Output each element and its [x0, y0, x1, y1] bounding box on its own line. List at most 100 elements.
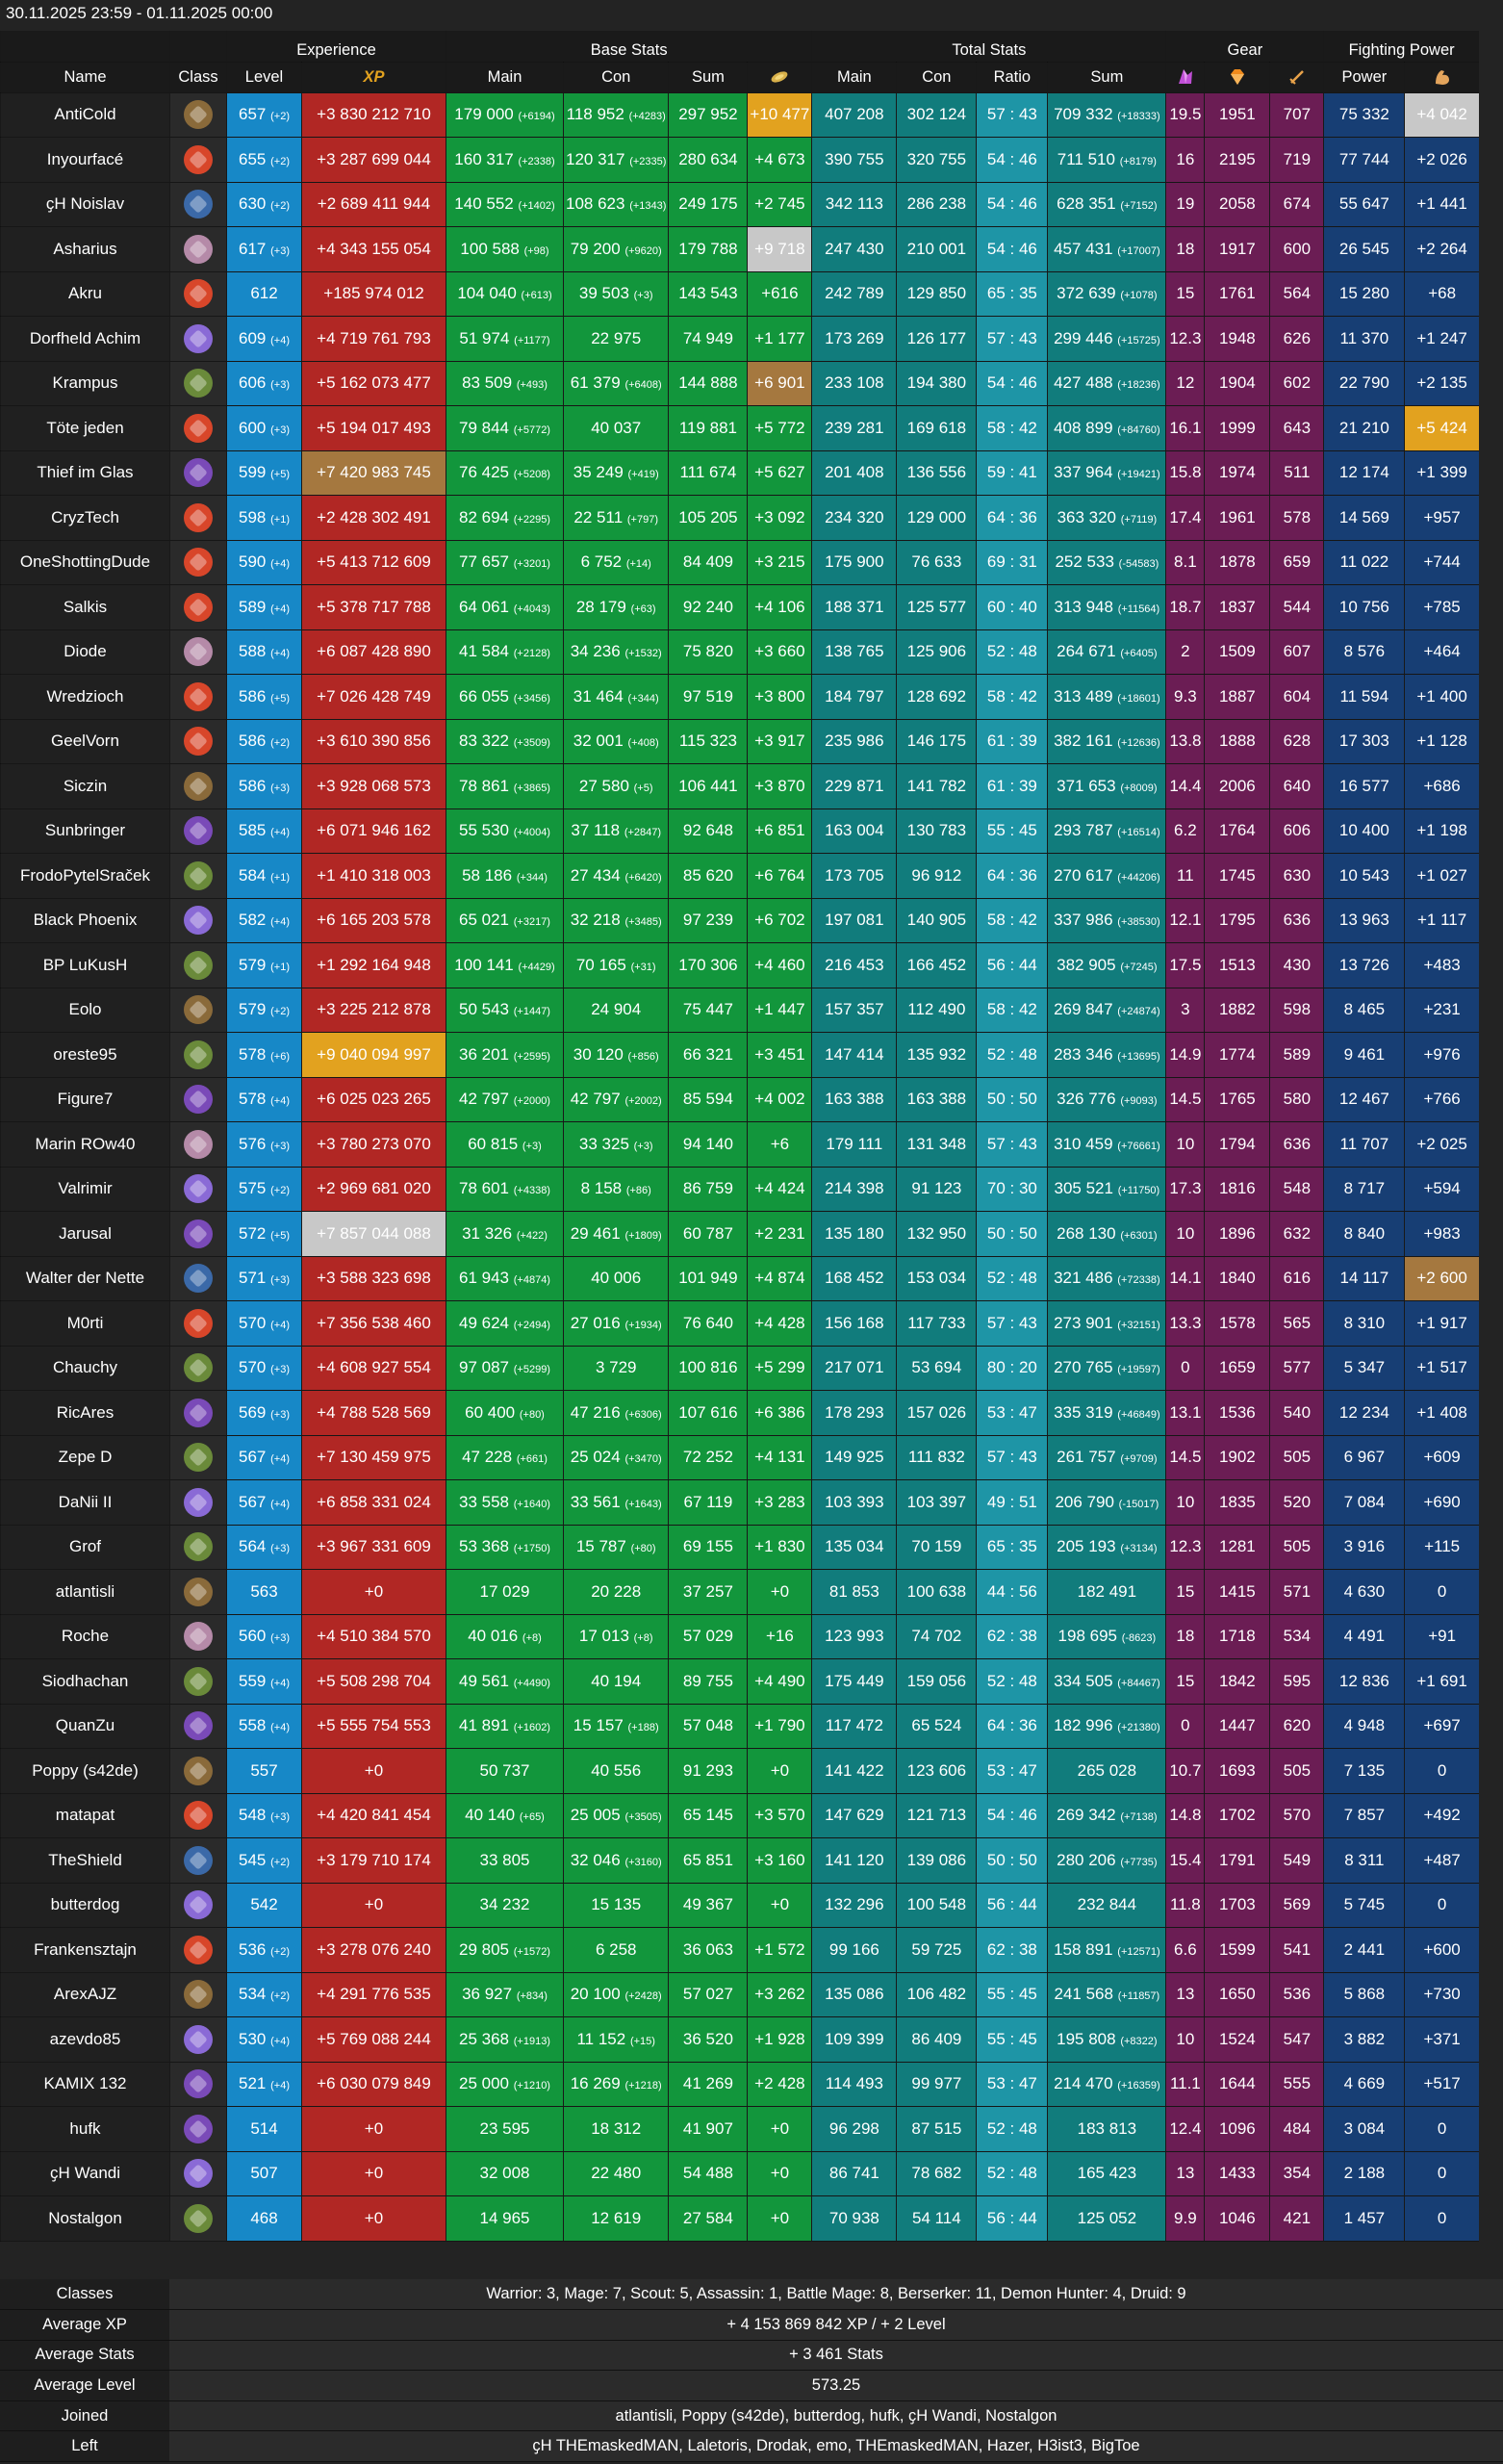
gear-sword-cell: 505 — [1269, 1435, 1324, 1480]
table-row[interactable]: Chauchy 570 (+3) +4 608 927 554 97 087 (+52… — [0, 1346, 1479, 1391]
gear-gem-cell-value: 1791 — [1218, 1850, 1256, 1869]
table-row[interactable]: DaNii II 567 (+4) +6 858 331 024 33 558 (+1… — [0, 1479, 1479, 1526]
header-level[interactable]: Level — [226, 62, 302, 93]
table-row[interactable]: KAMIX 132 521 (+4) +6 030 079 849 25 000 (+… — [0, 2062, 1479, 2107]
base-con-cell-value: 32 001 — [573, 732, 624, 751]
header-total-main[interactable]: Main — [811, 62, 897, 93]
header-name[interactable]: Name — [0, 62, 170, 93]
table-row[interactable]: Diode 588 (+4) +6 087 428 890 41 584 (+2128… — [0, 629, 1479, 675]
header-power[interactable]: Power — [1323, 62, 1405, 93]
table-row[interactable]: Grof 564 (+3) +3 967 331 609 53 368 (+1750)… — [0, 1525, 1479, 1570]
table-row[interactable]: matapat 548 (+3) +4 420 841 454 40 140 (+65… — [0, 1793, 1479, 1838]
table-row[interactable]: Figure7 578 (+4) +6 025 023 265 42 797 (+20… — [0, 1077, 1479, 1122]
level-cell: 586 (+5) — [226, 674, 302, 720]
total-sum-cell: 299 446 (+15725) — [1047, 316, 1166, 362]
table-row[interactable]: Marin ROw40 576 (+3) +3 780 273 070 60 815 … — [0, 1121, 1479, 1168]
table-row[interactable]: Zepe D 567 (+4) +7 130 459 975 47 228 (+661… — [0, 1435, 1479, 1480]
level-cell: 521 (+4) — [226, 2062, 302, 2107]
table-row[interactable]: Walter der Nette 571 (+3) +3 588 323 698 61… — [0, 1256, 1479, 1301]
table-row[interactable]: AntiCold 657 (+2) +3 830 212 710 179 000 (+… — [0, 92, 1479, 138]
table-row[interactable]: oreste95 578 (+6) +9 040 094 997 36 201 (+2… — [0, 1032, 1479, 1078]
table-row[interactable]: Black Phoenix 582 (+4) +6 165 203 578 65 02… — [0, 898, 1479, 943]
table-row[interactable]: Wredzioch 586 (+5) +7 026 428 749 66 055 (+… — [0, 674, 1479, 720]
table-row[interactable]: Roche 560 (+3) +4 510 384 570 40 016 (+8) 17… — [0, 1614, 1479, 1659]
total-main-cell: 147 414 — [811, 1032, 897, 1078]
table-row[interactable]: Akru 612 +185 974 012 104 040 (+613) 39 503… — [0, 271, 1479, 317]
table-row[interactable]: Dorfheld Achim 609 (+4) +4 719 761 793 51 9… — [0, 316, 1479, 362]
table-row[interactable]: Inyourfacé 655 (+2) +3 287 699 044 160 317 … — [0, 137, 1479, 183]
total-main-cell: 247 430 — [811, 226, 897, 272]
table-row[interactable]: Siczin 586 (+3) +3 928 068 573 78 861 (+386… — [0, 763, 1479, 809]
header-base-main[interactable]: Main — [446, 62, 564, 93]
header-base-sum[interactable]: Sum — [668, 62, 748, 93]
header-base-con[interactable]: Con — [562, 62, 669, 93]
base-bonus-cell: +3 800 — [747, 674, 812, 720]
gear-sword-cell-value: 540 — [1283, 1402, 1312, 1422]
total-sum-cell: 382 905 (+7245) — [1047, 942, 1166, 988]
base-sum-cell: 65 851 — [668, 1837, 748, 1884]
header-power-change[interactable] — [1404, 62, 1479, 93]
header-xp[interactable]: XP — [301, 62, 446, 93]
table-row[interactable]: CryzTech 598 (+1) +2 428 302 491 82 694 (+2… — [0, 495, 1479, 541]
class-cell — [169, 584, 227, 630]
header-base-bonus[interactable] — [747, 62, 812, 93]
table-row[interactable]: BP LuKusH 579 (+1) +1 292 164 948 100 141 (… — [0, 942, 1479, 988]
header-total-con[interactable]: Con — [896, 62, 977, 93]
header-gear-gem[interactable] — [1204, 62, 1270, 93]
table-row[interactable]: Eolo 579 (+2) +3 225 212 878 50 543 (+1447)… — [0, 988, 1479, 1033]
table-row[interactable]: ҫH Noislav 630 (+2) +2 689 411 944 140 552 … — [0, 182, 1479, 227]
table-row[interactable]: Krampus 606 (+3) +5 162 073 477 83 509 (+49… — [0, 361, 1479, 406]
total-main-cell: 70 938 — [811, 2195, 897, 2242]
player-name: DaNii II — [0, 1479, 170, 1526]
table-row[interactable]: Siodhachan 559 (+4) +5 508 298 704 49 561 (… — [0, 1658, 1479, 1705]
total-sum-cell-change: (+9709) — [1120, 1453, 1158, 1466]
base-main-cell-change: (+1572) — [513, 1945, 550, 1958]
scout-class-icon — [184, 950, 213, 980]
power-cell: 1 457 — [1323, 2195, 1405, 2242]
table-row[interactable]: Thief im Glas 599 (+5) +7 420 983 745 76 42… — [0, 450, 1479, 496]
table-row[interactable]: RicAres 569 (+3) +4 788 528 569 60 400 (+80… — [0, 1390, 1479, 1436]
level-cell-value: 599 — [239, 463, 267, 482]
table-row[interactable]: hufk 514 +0 23 595 18 312 41 907 +0 96 298 87… — [0, 2106, 1479, 2152]
player-name: Zepe D — [0, 1435, 170, 1480]
gear-crystal-cell-value: 18 — [1176, 1627, 1195, 1646]
table-row[interactable]: FrodoPytelSraček 584 (+1) +1 410 318 003 58… — [0, 853, 1479, 899]
table-row[interactable]: Salkis 589 (+4) +5 378 717 788 64 061 (+404… — [0, 584, 1479, 630]
table-row[interactable]: Valrimir 575 (+2) +2 969 681 020 78 601 (+4… — [0, 1167, 1479, 1212]
table-row[interactable]: OneShottingDude 590 (+4) +5 413 712 609 77 … — [0, 540, 1479, 585]
table-row[interactable]: Töte jeden 600 (+3) +5 194 017 493 79 844 (… — [0, 405, 1479, 451]
power-change-cell-value: +690 — [1423, 1492, 1461, 1511]
gear-crystal-cell-value: 17.5 — [1169, 955, 1202, 974]
gear-sword-cell-value: 595 — [1283, 1671, 1312, 1690]
header-gear-crystal[interactable] — [1165, 62, 1205, 93]
table-row[interactable]: TheShield 545 (+2) +3 179 710 174 33 805 32… — [0, 1837, 1479, 1884]
base-bonus-cell: +4 428 — [747, 1300, 812, 1347]
table-row[interactable]: Poppy (s42de) 557 +0 50 737 40 556 91 293 +… — [0, 1748, 1479, 1794]
table-row[interactable]: ҫH Wandi 507 +0 32 008 22 480 54 488 +0 86 7… — [0, 2151, 1479, 2196]
table-row[interactable]: atlantisli 563 +0 17 029 20 228 37 257 +0 81… — [0, 1569, 1479, 1615]
table-row[interactable]: Asharius 617 (+3) +4 343 155 054 100 588 (+… — [0, 226, 1479, 272]
power-cell: 8 310 — [1323, 1300, 1405, 1347]
header-class[interactable]: Class — [169, 62, 227, 93]
header-ratio[interactable]: Ratio — [976, 62, 1048, 93]
table-row[interactable]: Nostalgon 468 +0 14 965 12 619 27 584 +0 70 … — [0, 2195, 1479, 2242]
header-gear-sword[interactable] — [1269, 62, 1324, 93]
table-row[interactable]: GeelVorn 586 (+2) +3 610 390 856 83 322 (+3… — [0, 719, 1479, 764]
table-row[interactable]: ArexAJZ 534 (+2) +4 291 776 535 36 927 (+83… — [0, 1972, 1479, 2017]
total-main-cell-value: 141 120 — [825, 1850, 884, 1869]
player-name-value: Eolo — [68, 1000, 102, 1019]
table-row[interactable]: Jarusal 572 (+5) +7 857 044 088 31 326 (+42… — [0, 1211, 1479, 1257]
table-row[interactable]: QuanZu 558 (+4) +5 555 754 553 41 891 (+160… — [0, 1704, 1479, 1749]
table-row[interactable]: M0rti 570 (+4) +7 356 538 460 49 624 (+2494… — [0, 1300, 1479, 1347]
ratio-cell: 55 : 45 — [976, 2016, 1048, 2063]
base-con-cell: 70 165 (+31) — [562, 942, 669, 988]
table-row[interactable]: butterdog 542 +0 34 232 15 135 49 367 +0 132… — [0, 1883, 1479, 1928]
table-row[interactable]: azevdo85 530 (+4) +5 769 088 244 25 368 (+1… — [0, 2016, 1479, 2063]
total-sum-cell-value: 310 459 — [1054, 1134, 1113, 1153]
base-sum-cell-value: 69 155 — [682, 1537, 733, 1556]
header-total-sum[interactable]: Sum — [1047, 62, 1166, 93]
power-change-cell: +1 400 — [1404, 674, 1479, 720]
table-row[interactable]: Sunbringer 585 (+4) +6 071 946 162 55 530 (… — [0, 808, 1479, 854]
table-row[interactable]: Frankensztajn 536 (+2) +3 278 076 240 29 80… — [0, 1927, 1479, 1973]
player-name: Diode — [0, 629, 170, 675]
